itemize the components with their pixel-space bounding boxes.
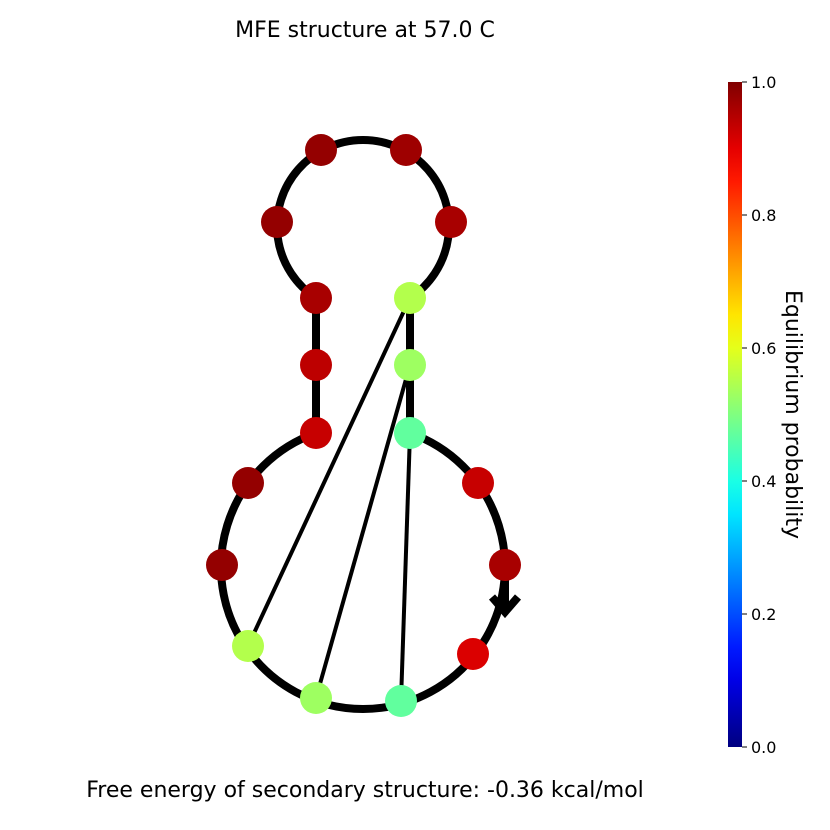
colorbar-tick-label: 1.0 [751, 73, 776, 92]
colorbar-tick-label: 0.0 [751, 738, 776, 757]
nucleotide-15 [300, 682, 332, 714]
nucleotide-11 [300, 417, 332, 449]
nucleotide-14 [232, 630, 264, 662]
base-pair-1 [399, 432, 412, 702]
nucleotide-4 [394, 282, 426, 314]
nucleotide-3 [394, 349, 426, 381]
colorbar-tick-label: 0.6 [751, 339, 776, 358]
nucleotide-5 [435, 206, 467, 238]
nucleotide-12 [232, 467, 264, 499]
colorbar-tick-label: 0.2 [751, 605, 776, 624]
nucleotide-13 [206, 549, 238, 581]
nucleotide-1 [489, 549, 521, 581]
free-energy-label: Free energy of secondary structure: -0.3… [86, 778, 644, 803]
colorbar-gradient [728, 82, 742, 747]
nucleotides [206, 134, 521, 717]
nucleotide-7 [305, 134, 337, 166]
colorbar-label: Equilibrium probability [780, 290, 805, 539]
colorbar-tick-label: 0.4 [751, 472, 776, 491]
nucleotide-8 [261, 206, 293, 238]
colorbar: 0.0 0.2 0.4 0.6 0.8 1.0 Equilibrium probabilit… [728, 73, 805, 757]
nucleotide-18 [462, 467, 494, 499]
nucleotide-17 [457, 638, 489, 670]
nucleotide-9 [300, 282, 332, 314]
nucleotide-10 [300, 349, 332, 381]
nucleotide-6 [390, 134, 422, 166]
nucleotide-16 [385, 685, 417, 717]
plot-title: MFE structure at 57.0 C [235, 18, 495, 43]
arrow-head [488, 594, 522, 619]
base-pairs [246, 297, 412, 702]
exterior-loop-backbone [217, 429, 509, 713]
hairpin-loop-backbone [273, 135, 453, 302]
nucleotide-2 [394, 417, 426, 449]
colorbar-tick-label: 0.8 [751, 206, 776, 225]
base-pair-3 [246, 297, 412, 647]
direction-arrow [488, 580, 522, 619]
base-pair-2 [314, 364, 412, 699]
